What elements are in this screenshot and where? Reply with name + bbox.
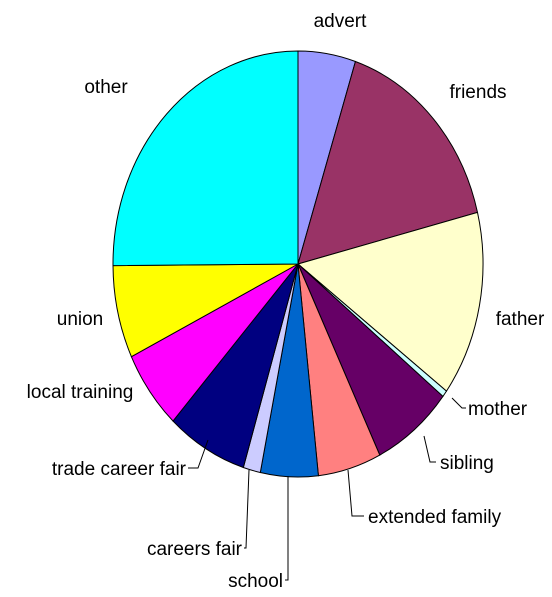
slice-label: careers fair [147,539,243,560]
slice-label: trade career fair [52,459,187,480]
slice-label: mother [468,399,528,420]
slice-label: advert [314,11,368,32]
slice-label: other [84,77,128,98]
slice-label: local training [27,382,134,403]
slice-label: school [228,571,283,592]
leader-line [423,435,436,463]
pie-slice [297,60,479,265]
leader-line [285,476,289,581]
slice-label: sibling [440,453,494,474]
leader-line [188,439,209,469]
slice-label: father [496,309,545,330]
slice-label: union [57,309,104,330]
leader-line [347,469,364,517]
leader-line [451,397,466,409]
pie-slice [296,211,484,392]
slice-label: friends [449,82,506,103]
leader-line [244,469,250,549]
pie-slice [112,50,299,267]
slice-label: extended family [368,507,502,528]
